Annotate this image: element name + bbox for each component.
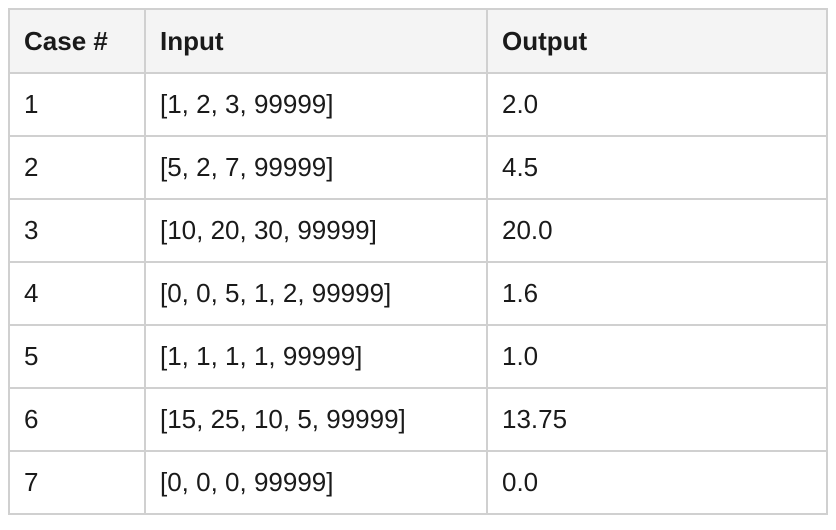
cell-input: [10, 20, 30, 99999] [144, 198, 488, 263]
table-row: 3 [10, 20, 30, 99999] 20.0 [8, 198, 828, 263]
table-row: 6 [15, 25, 10, 5, 99999] 13.75 [8, 387, 828, 452]
cell-output: 1.0 [486, 324, 828, 389]
header-row: Case # Input Output [8, 8, 828, 74]
header-output: Output [486, 8, 828, 74]
table-header: Case # Input Output [8, 8, 828, 74]
table-row: 7 [0, 0, 0, 99999] 0.0 [8, 450, 828, 515]
cell-output: 1.6 [486, 261, 828, 326]
cell-case-number: 3 [8, 198, 146, 263]
cell-case-number: 1 [8, 72, 146, 137]
table-row: 5 [1, 1, 1, 1, 99999] 1.0 [8, 324, 828, 389]
cell-output: 0.0 [486, 450, 828, 515]
cell-case-number: 2 [8, 135, 146, 200]
cell-case-number: 7 [8, 450, 146, 515]
cell-input: [0, 0, 0, 99999] [144, 450, 488, 515]
table-row: 4 [0, 0, 5, 1, 2, 99999] 1.6 [8, 261, 828, 326]
cell-input: [1, 2, 3, 99999] [144, 72, 488, 137]
cell-input: [15, 25, 10, 5, 99999] [144, 387, 488, 452]
header-input: Input [144, 8, 488, 74]
test-cases-table: Case # Input Output 1 [1, 2, 3, 99999] 2… [8, 8, 828, 515]
table-body: 1 [1, 2, 3, 99999] 2.0 2 [5, 2, 7, 99999… [8, 72, 828, 515]
cell-input: [5, 2, 7, 99999] [144, 135, 488, 200]
cell-case-number: 5 [8, 324, 146, 389]
cell-output: 20.0 [486, 198, 828, 263]
table-row: 2 [5, 2, 7, 99999] 4.5 [8, 135, 828, 200]
cell-output: 4.5 [486, 135, 828, 200]
test-cases-table-container: Case # Input Output 1 [1, 2, 3, 99999] 2… [8, 8, 828, 515]
cell-input: [0, 0, 5, 1, 2, 99999] [144, 261, 488, 326]
cell-input: [1, 1, 1, 1, 99999] [144, 324, 488, 389]
table-row: 1 [1, 2, 3, 99999] 2.0 [8, 72, 828, 137]
header-case-number: Case # [8, 8, 146, 74]
cell-case-number: 6 [8, 387, 146, 452]
cell-output: 2.0 [486, 72, 828, 137]
cell-case-number: 4 [8, 261, 146, 326]
cell-output: 13.75 [486, 387, 828, 452]
